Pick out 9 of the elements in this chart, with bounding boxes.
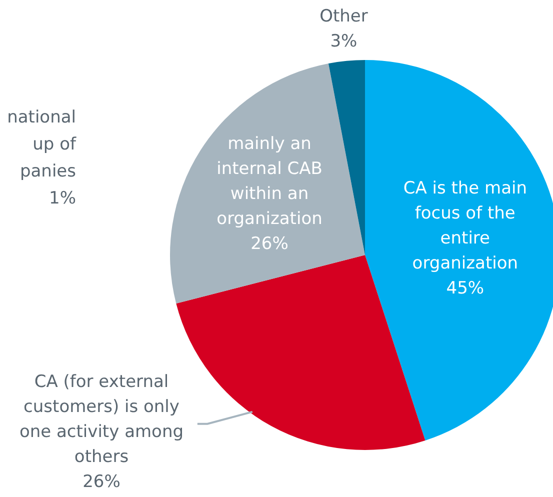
slice-label: mainly an internal CAB within an organization: [216, 134, 322, 229]
text: national up of panies 1%: [7, 107, 78, 208]
data-label: 26%: [250, 234, 288, 254]
data-label: 3%: [330, 32, 358, 52]
slice-label: CA (for external customers) is only one activity among others: [19, 372, 184, 468]
slice-label: CA is the main focus of the entire organization: [403, 178, 527, 274]
data-label: 26%: [82, 472, 120, 492]
data-label: 45%: [446, 278, 484, 299]
slice-label: Other: [320, 6, 368, 27]
